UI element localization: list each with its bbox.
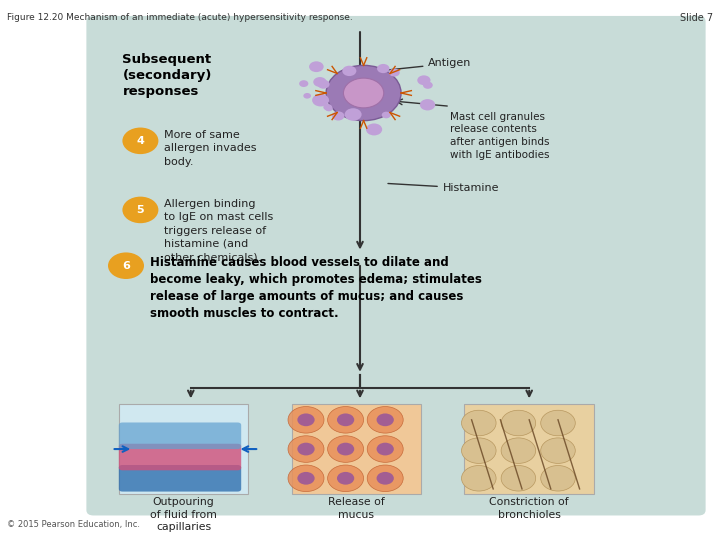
Circle shape [541, 438, 575, 463]
Circle shape [367, 436, 403, 462]
Text: Allergen binding
to IgE on mast cells
triggers release of
histamine (and
other c: Allergen binding to IgE on mast cells tr… [164, 199, 274, 262]
FancyBboxPatch shape [119, 404, 248, 494]
Circle shape [303, 93, 311, 99]
Circle shape [299, 80, 308, 87]
Text: Slide 7: Slide 7 [680, 14, 713, 23]
Circle shape [337, 472, 354, 485]
Text: Mast cell granules
release contents
after antigen binds
with IgE antibodies: Mast cell granules release contents afte… [450, 112, 549, 160]
Circle shape [332, 111, 344, 120]
Text: 5: 5 [137, 205, 144, 215]
Circle shape [367, 465, 403, 491]
Circle shape [337, 414, 354, 426]
Text: Release of
mucus: Release of mucus [328, 497, 384, 519]
Circle shape [312, 94, 329, 106]
Text: Subsequent
(secondary)
responses: Subsequent (secondary) responses [122, 53, 212, 98]
Text: Constriction of
bronchioles: Constriction of bronchioles [490, 497, 569, 519]
Circle shape [541, 465, 575, 491]
Circle shape [418, 76, 431, 85]
Circle shape [297, 443, 315, 455]
Circle shape [382, 112, 391, 118]
Circle shape [309, 62, 324, 72]
Circle shape [501, 465, 536, 491]
Circle shape [366, 124, 382, 136]
FancyBboxPatch shape [119, 422, 241, 449]
Circle shape [323, 104, 332, 110]
Circle shape [462, 438, 496, 463]
Circle shape [377, 443, 394, 455]
Text: 4: 4 [137, 136, 144, 146]
Text: Figure 12.20 Mechanism of an immediate (acute) hypersensitivity response.: Figure 12.20 Mechanism of an immediate (… [7, 14, 353, 22]
Circle shape [313, 77, 327, 87]
Circle shape [462, 465, 496, 491]
Text: More of same
allergen invades
body.: More of same allergen invades body. [164, 130, 256, 167]
Circle shape [423, 82, 433, 89]
Circle shape [318, 80, 330, 89]
Text: Outpouring
of fluid from
capillaries: Outpouring of fluid from capillaries [150, 497, 217, 532]
Circle shape [377, 472, 394, 485]
Circle shape [367, 407, 403, 433]
Circle shape [343, 78, 384, 108]
FancyBboxPatch shape [86, 16, 706, 516]
FancyBboxPatch shape [464, 404, 594, 494]
Circle shape [337, 443, 354, 455]
Circle shape [342, 66, 356, 76]
Text: © 2015 Pearson Education, Inc.: © 2015 Pearson Education, Inc. [7, 520, 140, 529]
Circle shape [328, 436, 364, 462]
Circle shape [288, 407, 324, 433]
Circle shape [122, 197, 158, 223]
Circle shape [122, 127, 158, 154]
FancyBboxPatch shape [119, 444, 241, 470]
Circle shape [288, 465, 324, 491]
Circle shape [325, 105, 333, 111]
Circle shape [328, 407, 364, 433]
Circle shape [541, 410, 575, 436]
Text: Histamine causes blood vessels to dilate and
become leaky, which promotes edema;: Histamine causes blood vessels to dilate… [150, 256, 482, 320]
Text: Histamine: Histamine [388, 183, 499, 193]
Circle shape [328, 465, 364, 491]
Circle shape [501, 438, 536, 463]
Circle shape [389, 69, 400, 77]
Circle shape [377, 64, 390, 73]
Circle shape [297, 414, 315, 426]
Circle shape [462, 410, 496, 436]
Text: 6: 6 [122, 261, 130, 271]
Text: Antigen: Antigen [374, 58, 472, 71]
Circle shape [297, 472, 315, 485]
Circle shape [420, 99, 435, 111]
Circle shape [377, 414, 394, 426]
Circle shape [326, 65, 401, 120]
Circle shape [288, 436, 324, 462]
FancyBboxPatch shape [119, 465, 241, 491]
Circle shape [345, 108, 361, 121]
Circle shape [501, 410, 536, 436]
FancyBboxPatch shape [292, 404, 421, 494]
Circle shape [108, 252, 144, 279]
